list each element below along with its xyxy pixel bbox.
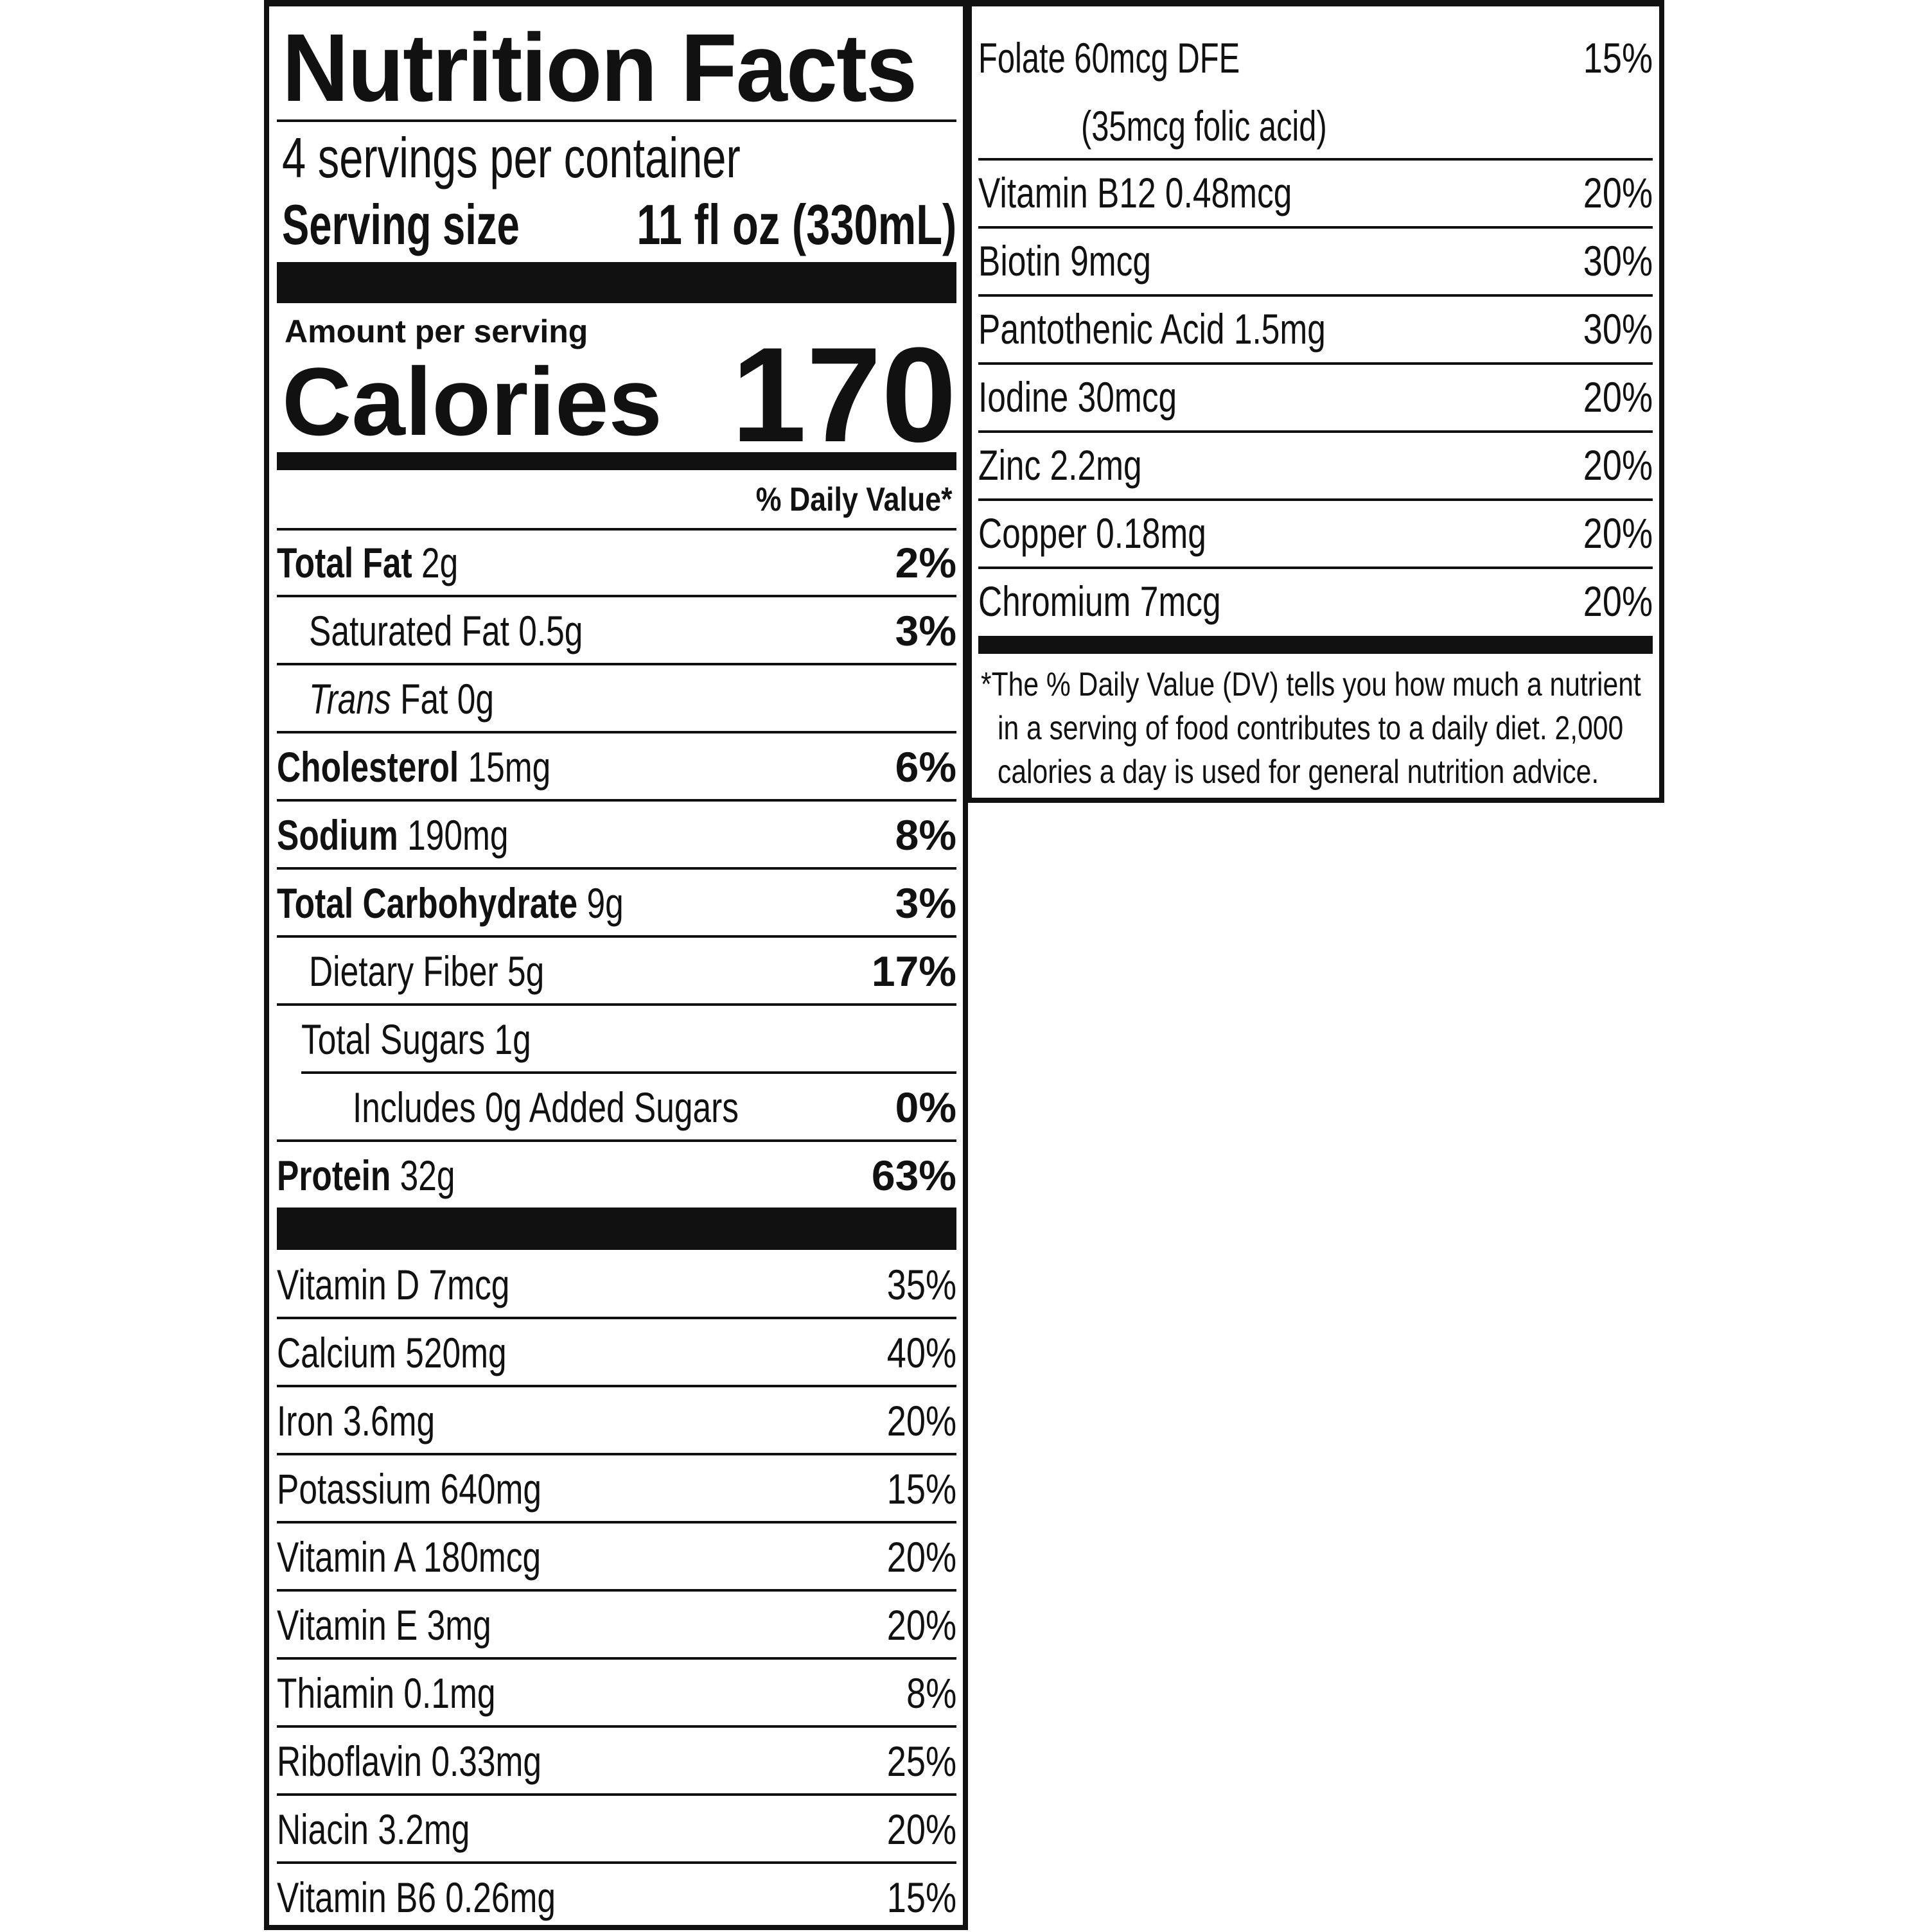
vitamin-row-vitamin-b6: Vitamin B6 0.26mg 15% <box>277 1874 956 1921</box>
label-title: Nutrition Facts <box>282 13 917 121</box>
vitamin-row-vitamin-e: Vitamin E 3mg 20% <box>277 1593 956 1660</box>
vitamin-row-vitamin-b12: Vitamin B12 0.48mcg 20% <box>978 161 1653 229</box>
vitamin-row-niacin: Niacin 3.2mg 20% <box>277 1797 956 1864</box>
nutrient-row-sodium: Sodium 190mg 8% <box>277 803 956 870</box>
dv-header-divider <box>277 528 956 531</box>
footnote-line-2: in a serving of food contributes to a da… <box>998 710 1624 747</box>
vitamin-row-biotin: Biotin 9mcg 30% <box>978 229 1653 297</box>
nutrient-row-dietary-fiber: Dietary Fiber 5g 17% <box>277 939 956 1006</box>
serving-size-value: 11 fl oz (330mL) <box>636 193 956 256</box>
thick-divider-footnote <box>978 636 1653 654</box>
thick-divider-top <box>277 262 956 303</box>
vitamin-row-calcium: Calcium 520mg 40% <box>277 1321 956 1387</box>
nutrition-label-right-column: Folate 60mcg DFE 15% (35mcg folic acid) … <box>967 0 1664 803</box>
nutrition-label-left-column: Nutrition Facts 4 servings per container… <box>264 0 968 1930</box>
amount-per-serving: Amount per serving <box>285 313 588 349</box>
folate-divider <box>978 158 1653 161</box>
nutrient-row-total-fat: Total Fat 2g 2% <box>277 531 956 597</box>
vitamin-row-potassium: Potassium 640mg 15% <box>277 1457 956 1524</box>
folic-acid-note: (35mcg folic acid) <box>1081 102 1327 150</box>
vitamin-row-vitamin-d: Vitamin D 7mcg 35% <box>277 1252 956 1319</box>
vitamin-row-chromium: Chromium 7mcg 20% <box>978 577 1653 625</box>
nutrient-row-total-carbohydrate: Total Carbohydrate 9g 3% <box>277 871 956 938</box>
vitamin-row-vitamin-a: Vitamin A 180mcg 20% <box>277 1525 956 1592</box>
vitamin-row-copper: Copper 0.18mg 20% <box>978 501 1653 569</box>
title-divider <box>277 119 956 122</box>
vitamin-row-iodine: Iodine 30mcg 20% <box>978 365 1653 433</box>
vitamin-row-thiamin: Thiamin 0.1mg 8% <box>277 1661 956 1728</box>
vitamin-row-pantothenic-acid: Pantothenic Acid 1.5mg 30% <box>978 297 1653 365</box>
calories-value: 170 <box>731 319 956 470</box>
nutrient-row-added-sugars: Includes 0g Added Sugars 0% <box>277 1075 956 1142</box>
calories-label: Calories <box>282 347 662 455</box>
nutrient-row-protein: Protein 32g 63% <box>277 1152 956 1199</box>
servings-per-container: 4 servings per container <box>282 126 741 189</box>
serving-size-label: Serving size <box>282 193 520 256</box>
nutrient-row-saturated-fat: Saturated Fat 0.5g 3% <box>277 599 956 665</box>
vitamin-row-riboflavin: Riboflavin 0.33mg 25% <box>277 1729 956 1796</box>
nutrient-row-trans-fat: Trans Fat 0g <box>277 667 956 733</box>
vitamin-row-zinc: Zinc 2.2mg 20% <box>978 433 1653 501</box>
folate-row: Folate 60mcg DFE 15% <box>978 34 1653 82</box>
footnote-line-3: calories a day is used for general nutri… <box>998 753 1599 791</box>
footnote-line-1: *The % Daily Value (DV) tells you how mu… <box>981 666 1641 703</box>
daily-value-header: % Daily Value* <box>756 481 953 518</box>
vitamin-row-iron: Iron 3.6mg 20% <box>277 1389 956 1455</box>
nutrient-row-cholesterol: Cholesterol 15mg 6% <box>277 735 956 802</box>
nutrient-row-total-sugars: Total Sugars 1g <box>301 1007 956 1074</box>
thick-divider-vitamins <box>277 1208 956 1250</box>
thick-divider-calories <box>277 452 956 470</box>
footnote: *The % Daily Value (DV) tells you how mu… <box>981 663 1786 794</box>
